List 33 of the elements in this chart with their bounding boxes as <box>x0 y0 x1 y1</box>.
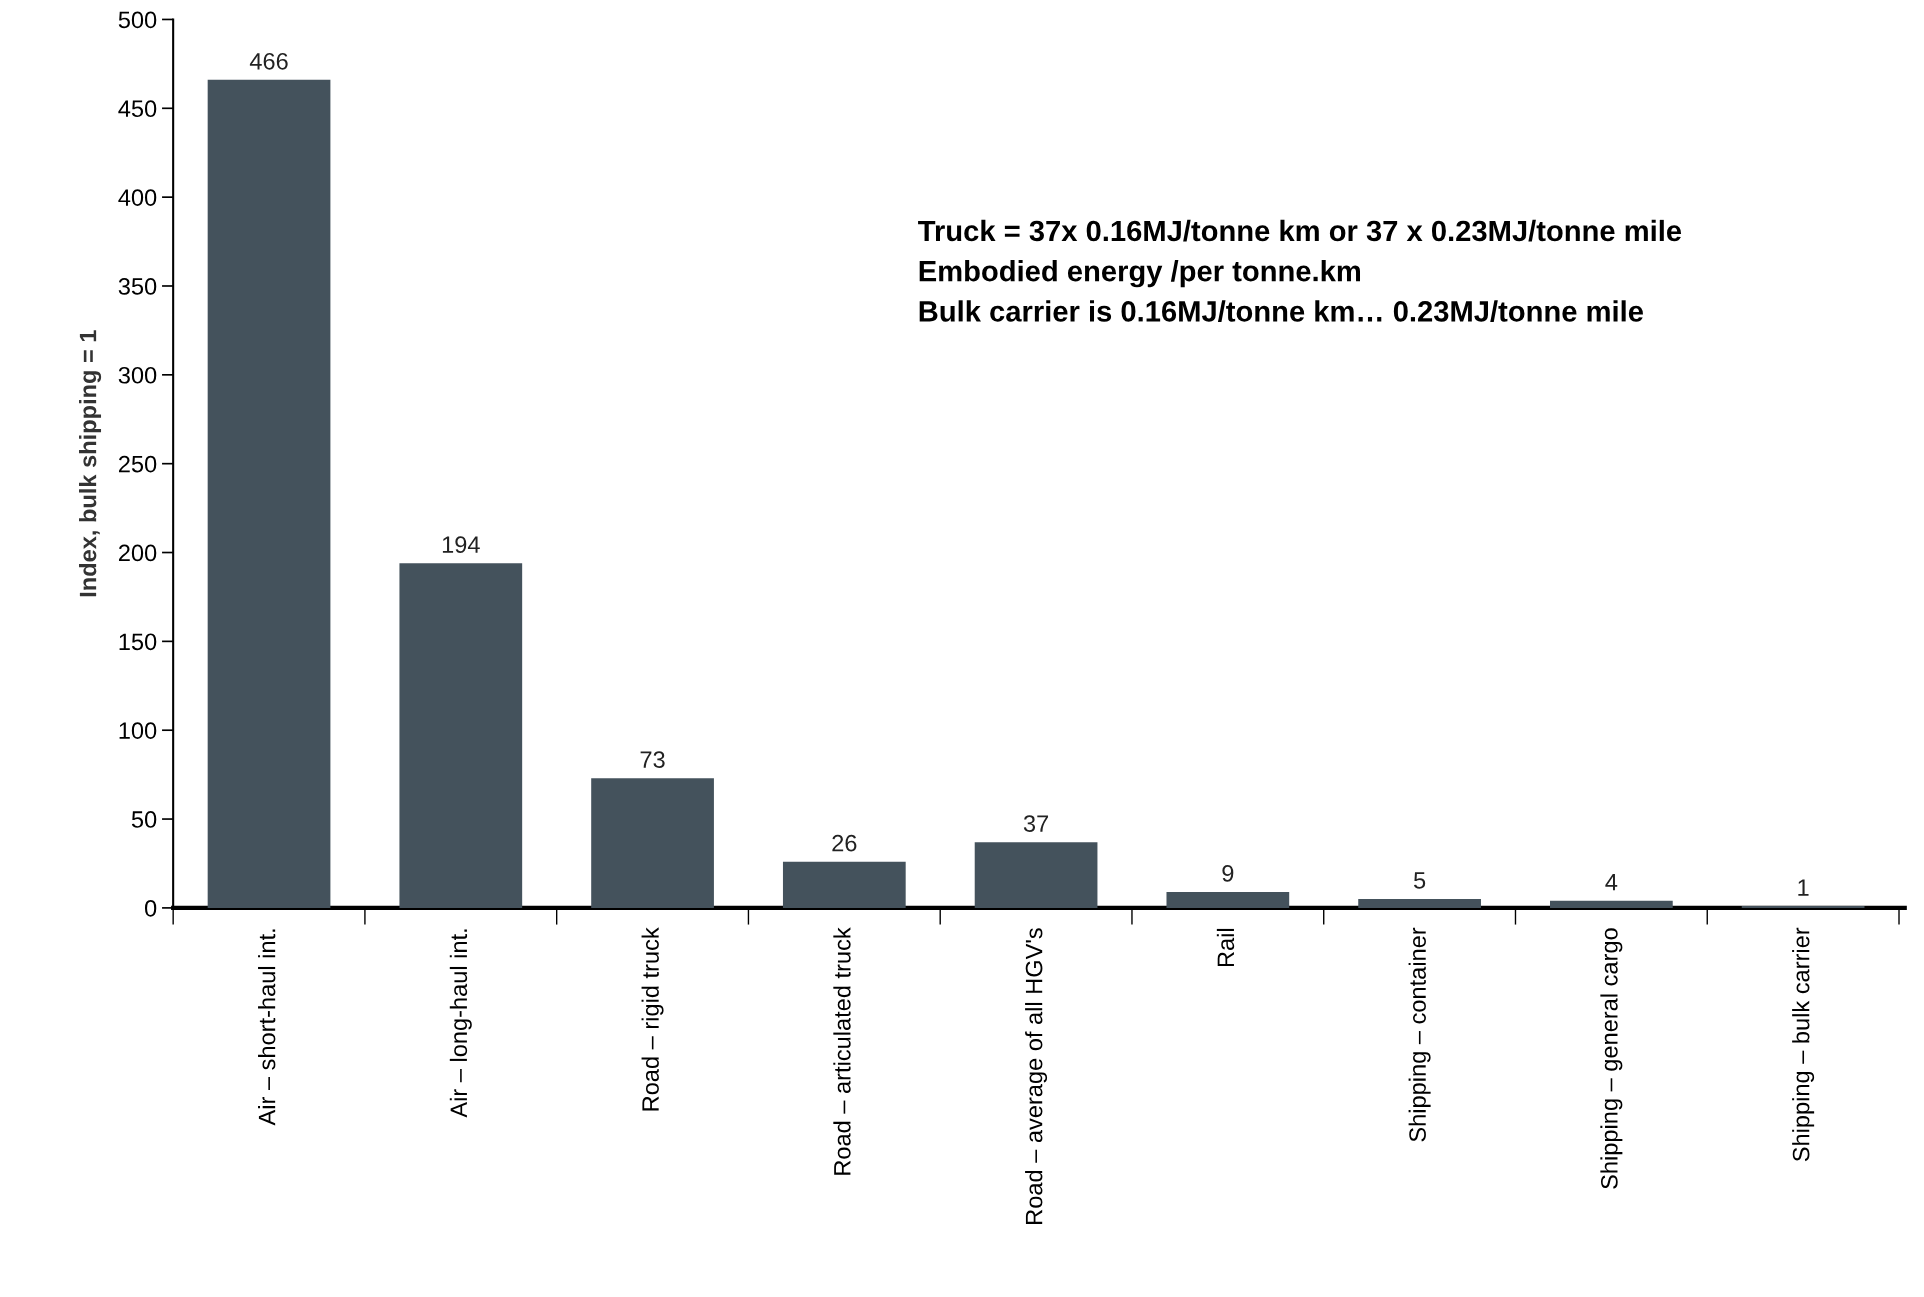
data-label: 26 <box>832 834 857 852</box>
data-label: 194 <box>442 536 480 553</box>
x-tick-label: Air – short-haul int. <box>258 929 276 1126</box>
y-tick-label: 300 <box>118 366 157 384</box>
y-tick-label: 450 <box>118 100 157 118</box>
x-tick-label: Road – rigid truck <box>641 927 664 1111</box>
y-tick-label: 50 <box>131 811 157 828</box>
y-tick-label: 150 <box>119 633 157 651</box>
data-label: 73 <box>640 751 665 768</box>
y-tick-label: 250 <box>118 455 157 473</box>
x-tick-label: Shipping – bulk carrier <box>1792 927 1815 1162</box>
data-label: 5 <box>1413 872 1426 889</box>
x-tick-label: Rail <box>1216 928 1235 967</box>
x-tick-label: Road – articulated truck <box>833 927 851 1175</box>
y-tick-label: 0 <box>144 899 157 917</box>
x-tick-label: Shipping – general cargo <box>1600 928 1623 1189</box>
data-label: 4 <box>1605 874 1618 891</box>
y-axis-title: Index, bulk shipping = 1 <box>79 330 102 597</box>
x-tick-label: Air – long-haul int. <box>449 929 472 1118</box>
annotation: Bulk carrier is 0.16MJ/tonne km… 0.23MJ/tonne mile <box>919 300 1643 322</box>
y-tick-label: 350 <box>118 278 157 295</box>
y-tick-label: 200 <box>118 544 157 562</box>
data-label: 1 <box>1798 879 1809 896</box>
data-label: 466 <box>249 52 288 70</box>
annotation: Truck = 37x 0.16MJ/tonne km or 37 x 0.23MJ/tonne mile <box>918 219 1682 242</box>
y-tick-label: 500 <box>118 11 157 29</box>
x-tick-label: Shipping – container <box>1408 927 1431 1142</box>
y-tick-label: 400 <box>118 189 157 206</box>
annotation: Embodied energy /per tonne.km <box>919 260 1361 288</box>
x-tick-label: Road – average of all HGV's <box>1025 928 1048 1224</box>
data-label: 37 <box>1023 815 1049 832</box>
y-tick-label: 100 <box>119 722 157 739</box>
data-label: 9 <box>1222 864 1234 882</box>
